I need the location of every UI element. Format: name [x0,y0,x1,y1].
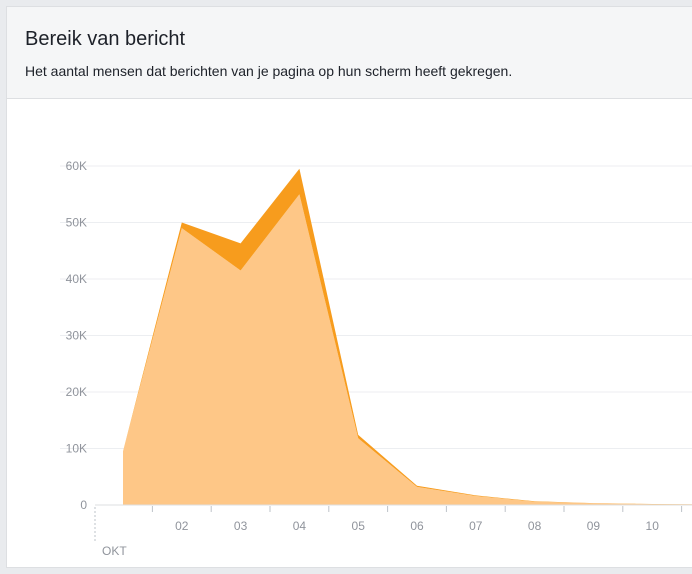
x-tick-label: 10 [646,519,660,533]
y-tick-label: 50K [66,216,87,230]
x-tick-label: 02 [175,519,189,533]
x-tick-label: 09 [587,519,601,533]
card-header: Bereik van bericht Het aantal mensen dat… [7,7,692,99]
x-tick-label: 04 [293,519,307,533]
y-tick-label: 0 [80,498,87,512]
y-tick-label: 30K [66,329,87,343]
x-tick-label: 03 [234,519,248,533]
card-title: Bereik van bericht [25,28,186,50]
x-tick-label: 07 [469,519,483,533]
x-tick-label: 06 [410,519,424,533]
y-tick-label: 60K [66,159,87,173]
area-series-organic [123,194,692,505]
y-tick-label: 20K [66,385,87,399]
x-tick-label: 08 [528,519,542,533]
y-tick-label: 10K [66,442,87,456]
card-subtitle: Het aantal mensen dat berichten van je p… [25,63,513,79]
x-tick-label: 05 [352,519,366,533]
x-month-label: OKT [102,544,127,558]
y-tick-label: 40K [66,272,87,286]
